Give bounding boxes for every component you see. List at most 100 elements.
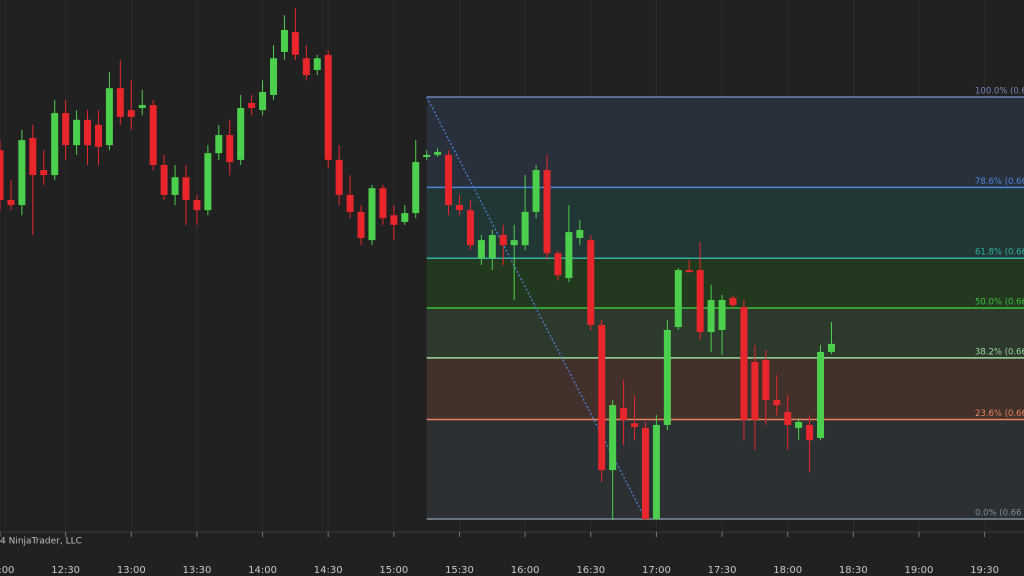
fib-zone <box>426 187 1024 259</box>
candle-body <box>817 351 825 439</box>
candle-body <box>740 307 748 420</box>
candle-body <box>259 91 267 111</box>
x-tick-label: 12:30 <box>51 565 80 576</box>
candle-body <box>663 329 671 425</box>
candle-body <box>499 235 507 246</box>
x-tick-label: 17:00 <box>642 565 671 576</box>
candle-body <box>554 253 562 276</box>
candle-body <box>401 213 409 222</box>
x-tick-label: 16:00 <box>511 565 540 576</box>
candle-body <box>62 113 70 146</box>
x-tick-label: 19:00 <box>905 565 934 576</box>
candle-body <box>477 240 485 259</box>
candle-body <box>751 362 759 420</box>
copyright: 4 NinjaTrader, LLC <box>0 537 82 547</box>
candle-body <box>270 58 278 95</box>
candle-body <box>127 110 135 117</box>
x-tick-label: 18:30 <box>839 565 868 576</box>
candle-body <box>598 324 606 471</box>
candle-body <box>587 240 595 325</box>
candle-body <box>237 108 245 160</box>
candle-body <box>466 210 474 246</box>
x-axis: 12:00 12:30 13:00 13:30 14:00 14:30 15:00 15:30… <box>0 532 999 576</box>
candle-body <box>73 119 81 146</box>
candle-body <box>532 170 540 212</box>
candle-body <box>51 113 59 176</box>
x-tick-label: 18:00 <box>773 565 802 576</box>
candle-body <box>685 270 693 273</box>
candle-body <box>138 105 146 109</box>
fib-level-label: 78.6% (0.66 <box>975 177 1024 187</box>
fib-zone <box>426 357 1024 420</box>
candle-body <box>368 188 376 241</box>
candle-body <box>302 58 310 76</box>
fib-level-label: 23.6% (0.66 <box>975 409 1024 419</box>
candle-body <box>171 177 179 195</box>
candle-body <box>696 270 704 333</box>
x-tick-label: 17:30 <box>708 565 737 576</box>
fib-zone <box>426 258 1024 309</box>
candle-body <box>423 154 431 157</box>
x-tick-label: 14:30 <box>314 565 343 576</box>
x-tick-label: 12:00 <box>0 565 14 576</box>
candle-body <box>718 300 726 330</box>
candles <box>0 8 835 520</box>
candle-body <box>631 423 639 428</box>
candle-body <box>445 154 453 206</box>
fib-zone <box>426 419 1024 520</box>
candle-body <box>291 32 299 55</box>
candle-body <box>827 343 835 352</box>
fib-level-label: 50.0% (0.66 <box>975 298 1024 308</box>
candle-body <box>357 211 365 238</box>
candle-body <box>226 135 234 163</box>
candle-body <box>488 235 496 259</box>
fib-level-label: 100.0% (0.66 <box>975 87 1024 97</box>
candle-body <box>620 408 628 420</box>
candle-body <box>149 105 157 165</box>
candle-body <box>795 421 803 428</box>
candle-body <box>204 153 212 211</box>
candle-body <box>806 424 814 441</box>
fib-level-label: 0.0% (0.66 <box>975 509 1022 519</box>
candle-body <box>521 211 529 246</box>
candle-body <box>346 194 354 212</box>
x-tick-label: 16:30 <box>576 565 605 576</box>
candle-body <box>674 270 682 328</box>
x-tick-label: 19:30 <box>970 565 999 576</box>
candle-body <box>29 137 37 176</box>
x-tick-label: 13:30 <box>183 565 212 576</box>
candle-body <box>707 300 715 333</box>
x-tick-label: 13:00 <box>117 565 146 576</box>
candle-body <box>215 135 223 154</box>
candle-body <box>18 140 26 206</box>
candle-body <box>455 205 463 211</box>
candle-body <box>248 102 256 109</box>
candle-body <box>652 424 660 520</box>
candle-body <box>412 162 420 214</box>
candle-body <box>280 29 288 52</box>
candle-body <box>182 177 190 201</box>
candle-body <box>773 400 781 406</box>
candle-body <box>379 188 387 219</box>
fib-level-label: 38.2% (0.66 <box>975 347 1024 357</box>
candle-body <box>335 159 343 195</box>
candle-body <box>160 164 168 195</box>
x-tick-label: 15:00 <box>379 565 408 576</box>
candle-body <box>565 232 573 279</box>
candle-body <box>116 88 124 117</box>
candle-body <box>390 215 398 225</box>
candle-body <box>510 240 518 246</box>
candle-body <box>576 229 584 238</box>
fib-zone <box>426 97 1024 188</box>
fib-level-label: 61.8% (0.66 <box>975 248 1024 258</box>
x-tick-label: 14:00 <box>248 565 277 576</box>
x-tick-label: 15:30 <box>445 565 474 576</box>
candle-body <box>324 54 332 160</box>
fib-trend-line <box>426 96 647 520</box>
candle-body <box>94 124 102 147</box>
candle-body <box>193 200 201 211</box>
candle-body <box>7 200 15 206</box>
candle-body <box>784 411 792 425</box>
candle-body <box>543 170 551 254</box>
candle-body <box>762 359 770 401</box>
